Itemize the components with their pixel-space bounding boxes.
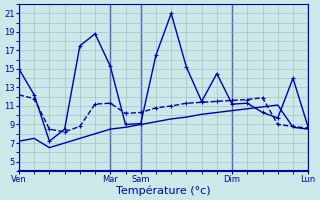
X-axis label: Température (°c): Température (°c) — [116, 185, 211, 196]
